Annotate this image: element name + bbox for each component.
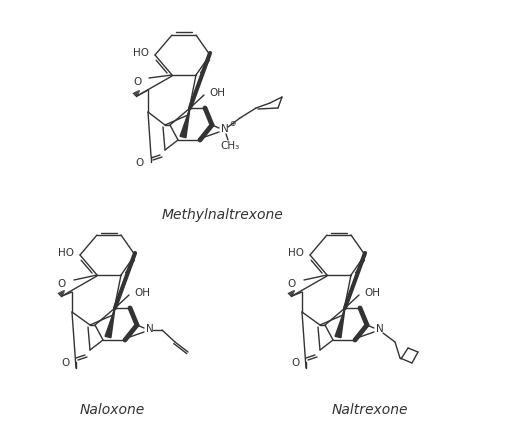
Text: N: N: [376, 324, 384, 334]
Text: Naloxone: Naloxone: [80, 403, 145, 417]
Text: O: O: [58, 279, 66, 289]
Polygon shape: [180, 108, 190, 138]
Text: O: O: [288, 279, 296, 289]
Text: Methylnaltrexone: Methylnaltrexone: [161, 208, 283, 222]
Polygon shape: [335, 308, 345, 338]
Text: OH: OH: [134, 288, 150, 298]
Text: N: N: [221, 124, 229, 134]
Text: O: O: [291, 358, 299, 368]
Text: CH₃: CH₃: [221, 141, 240, 151]
Text: N: N: [146, 324, 154, 334]
Text: HO: HO: [58, 248, 74, 258]
Text: OH: OH: [364, 288, 380, 298]
Text: O: O: [134, 77, 142, 87]
Text: OH: OH: [209, 88, 225, 98]
Text: ⊕: ⊕: [229, 119, 235, 127]
Polygon shape: [105, 308, 115, 338]
Text: Naltrexone: Naltrexone: [332, 403, 408, 417]
Text: O: O: [136, 158, 144, 168]
Text: HO: HO: [133, 48, 149, 58]
Text: HO: HO: [288, 248, 304, 258]
Text: O: O: [61, 358, 69, 368]
